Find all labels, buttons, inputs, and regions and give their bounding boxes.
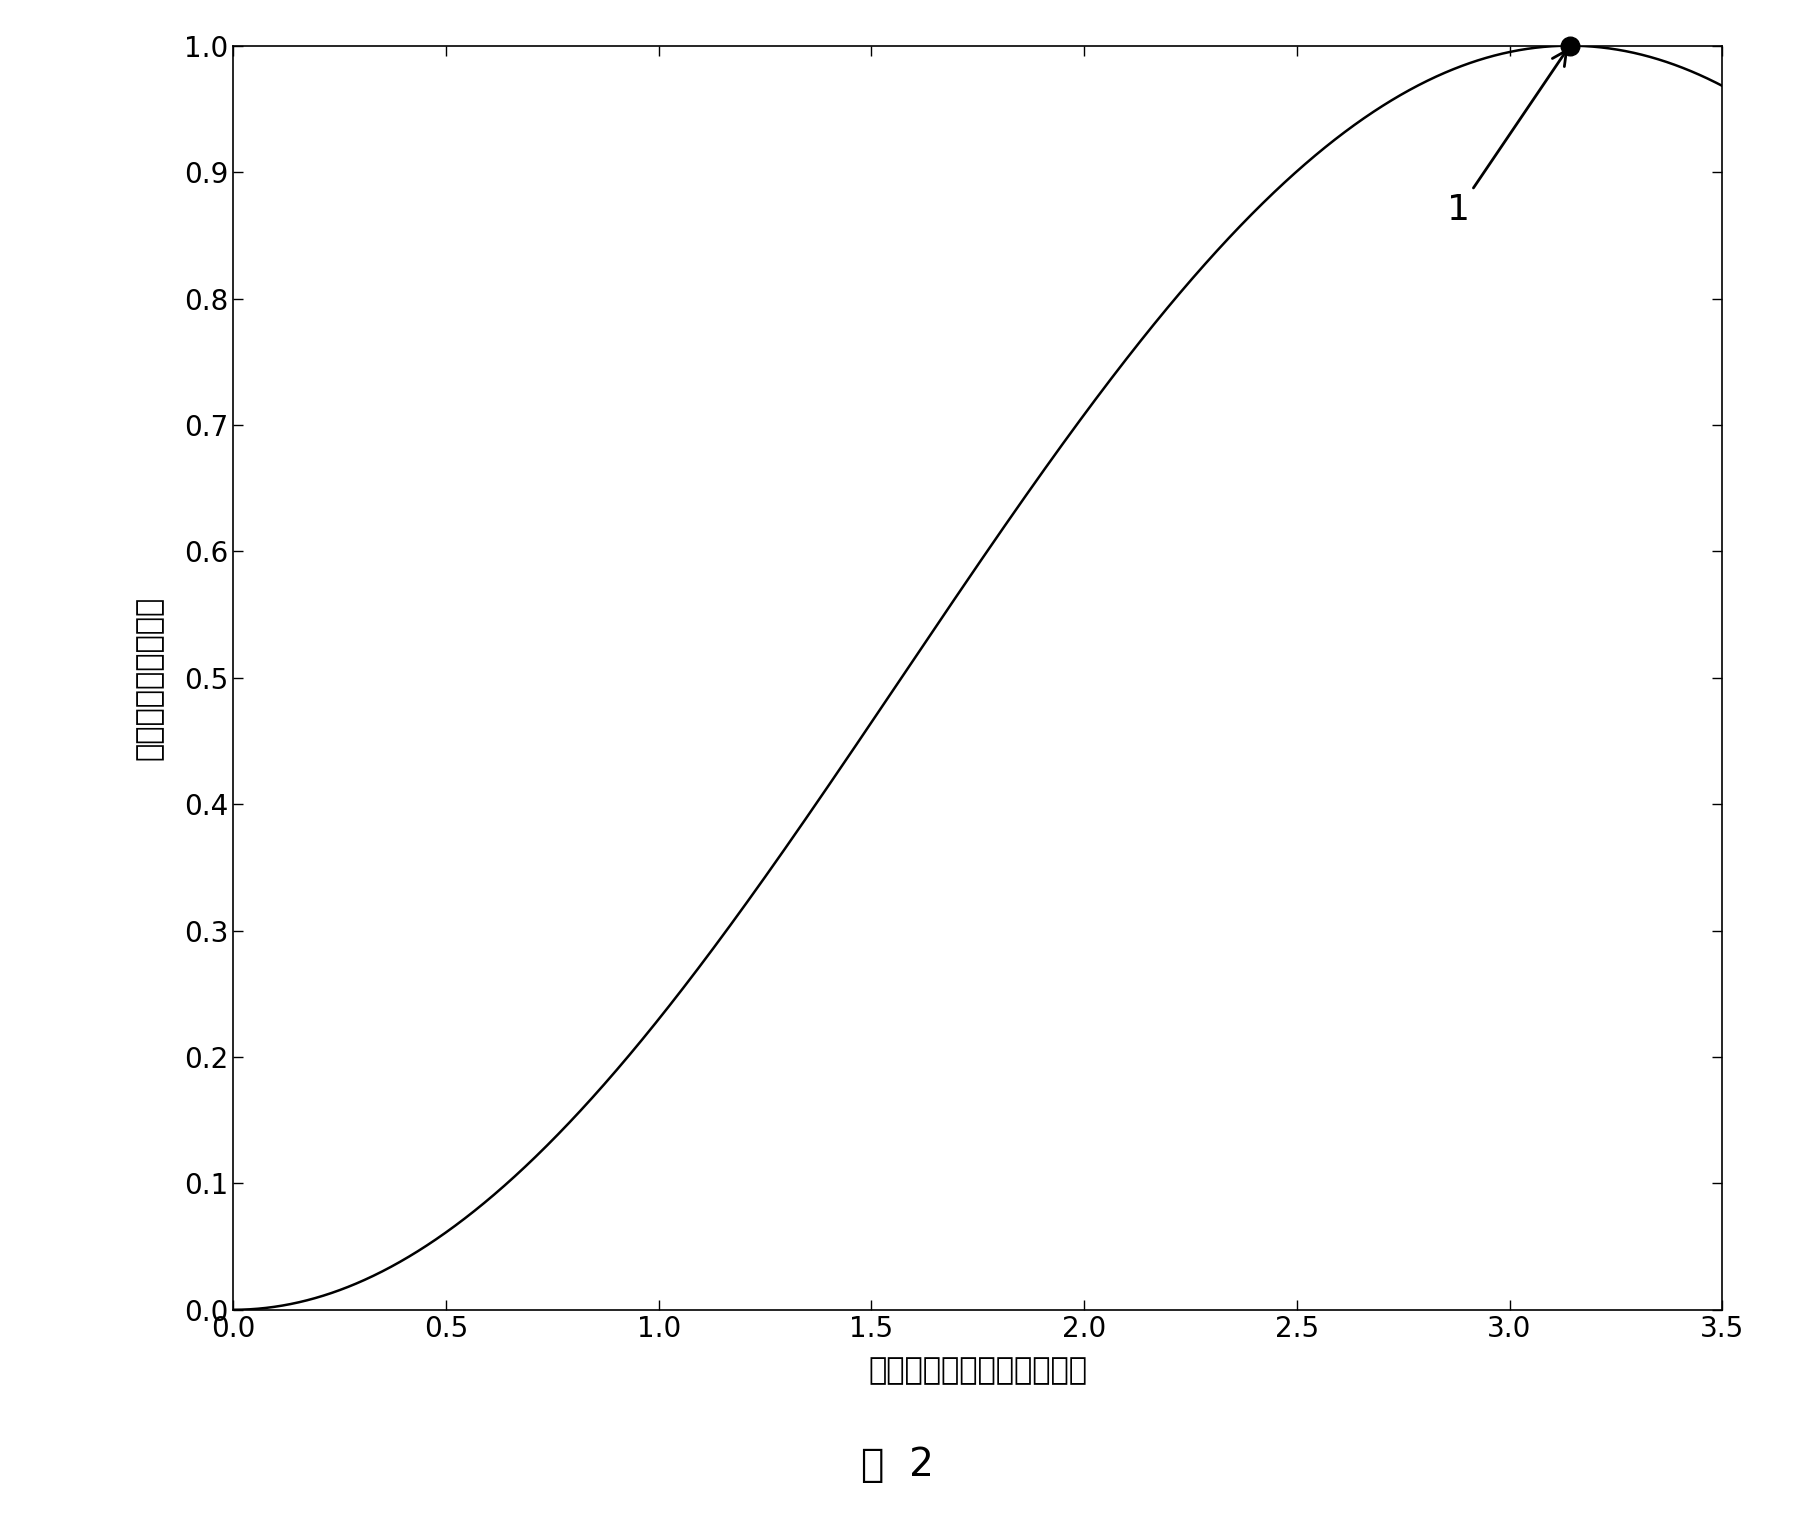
Y-axis label: 归一化输出信号强度: 归一化输出信号强度 <box>135 595 163 760</box>
Text: 1: 1 <box>1448 50 1566 227</box>
X-axis label: 调制相位大小，单位：弧度: 调制相位大小，单位：弧度 <box>868 1357 1087 1386</box>
Text: 图  2: 图 2 <box>861 1447 933 1483</box>
Point <box>1555 34 1584 58</box>
